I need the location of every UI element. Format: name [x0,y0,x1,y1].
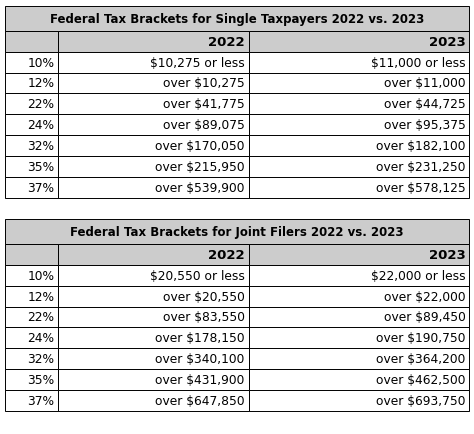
Text: 37%: 37% [27,181,55,194]
Text: Federal Tax Brackets for Single Taxpayers 2022 vs. 2023: Federal Tax Brackets for Single Taxpayer… [50,13,424,26]
Bar [5,369,58,390]
Text: over $95,375: over $95,375 [383,119,465,132]
Text: $22,000 or less: $22,000 or less [371,269,465,282]
Text: 22%: 22% [27,98,55,111]
Bar [58,244,248,265]
Text: 37%: 37% [27,394,55,407]
Bar [5,219,469,244]
Text: over $11,000: over $11,000 [384,77,465,90]
Text: 32%: 32% [27,352,55,365]
Text: over $89,075: over $89,075 [163,119,245,132]
Bar [248,157,469,178]
Bar [248,73,469,94]
Bar [248,390,469,411]
Bar [58,94,248,115]
Bar [5,349,58,369]
Bar [5,53,58,73]
Text: 12%: 12% [27,290,55,303]
Bar [58,307,248,328]
Bar [5,32,58,53]
Text: over $539,900: over $539,900 [155,181,245,194]
Bar [5,328,58,349]
Bar [58,178,248,198]
Bar [58,369,248,390]
Text: 2023: 2023 [428,36,465,49]
Text: over $231,250: over $231,250 [376,161,465,174]
Text: 10%: 10% [27,56,55,69]
Bar [5,94,58,115]
Text: 24%: 24% [27,332,55,345]
Text: 32%: 32% [27,140,55,153]
Bar [248,307,469,328]
Bar [5,244,58,265]
Text: $10,275 or less: $10,275 or less [150,56,245,69]
Text: over $462,500: over $462,500 [376,373,465,386]
Bar [248,349,469,369]
Text: over $20,550: over $20,550 [163,290,245,303]
Bar [248,328,469,349]
Bar [248,369,469,390]
Bar [248,244,469,265]
Bar [5,265,58,286]
Bar [248,136,469,157]
Text: $11,000 or less: $11,000 or less [371,56,465,69]
Text: 2023: 2023 [428,248,465,261]
Bar [58,32,248,53]
Bar [248,32,469,53]
Text: 24%: 24% [27,119,55,132]
Text: over $190,750: over $190,750 [376,332,465,345]
Text: over $44,725: over $44,725 [384,98,465,111]
Text: over $170,050: over $170,050 [155,140,245,153]
Bar [5,7,469,32]
Bar [248,53,469,73]
Bar [58,73,248,94]
Bar [58,265,248,286]
Text: 35%: 35% [27,373,55,386]
Text: over $215,950: over $215,950 [155,161,245,174]
Text: over $10,275: over $10,275 [163,77,245,90]
Bar [5,307,58,328]
Text: 2022: 2022 [208,36,245,49]
Bar [248,178,469,198]
Bar [5,136,58,157]
Text: $20,550 or less: $20,550 or less [150,269,245,282]
Text: 2022: 2022 [208,248,245,261]
Text: over $364,200: over $364,200 [376,352,465,365]
Text: 10%: 10% [27,269,55,282]
Text: over $41,775: over $41,775 [163,98,245,111]
Bar [5,115,58,136]
Bar [58,53,248,73]
Bar [5,390,58,411]
Bar [58,157,248,178]
Text: over $578,125: over $578,125 [376,181,465,194]
Bar [5,73,58,94]
Text: over $182,100: over $182,100 [376,140,465,153]
Bar [58,390,248,411]
Bar [58,286,248,307]
Bar [5,178,58,198]
Bar [5,157,58,178]
Bar [248,115,469,136]
Text: over $647,850: over $647,850 [155,394,245,407]
Bar [58,349,248,369]
Bar [58,136,248,157]
Text: over $693,750: over $693,750 [376,394,465,407]
Bar [58,115,248,136]
Text: 12%: 12% [27,77,55,90]
Text: 35%: 35% [27,161,55,174]
Bar [248,265,469,286]
Text: over $89,450: over $89,450 [383,311,465,324]
Text: over $178,150: over $178,150 [155,332,245,345]
Bar [248,286,469,307]
Text: over $83,550: over $83,550 [163,311,245,324]
Text: over $340,100: over $340,100 [155,352,245,365]
Text: Federal Tax Brackets for Joint Filers 2022 vs. 2023: Federal Tax Brackets for Joint Filers 20… [70,225,404,238]
Bar [58,328,248,349]
Text: 22%: 22% [27,311,55,324]
Text: over $431,900: over $431,900 [155,373,245,386]
Bar [5,286,58,307]
Text: over $22,000: over $22,000 [384,290,465,303]
Bar [248,94,469,115]
